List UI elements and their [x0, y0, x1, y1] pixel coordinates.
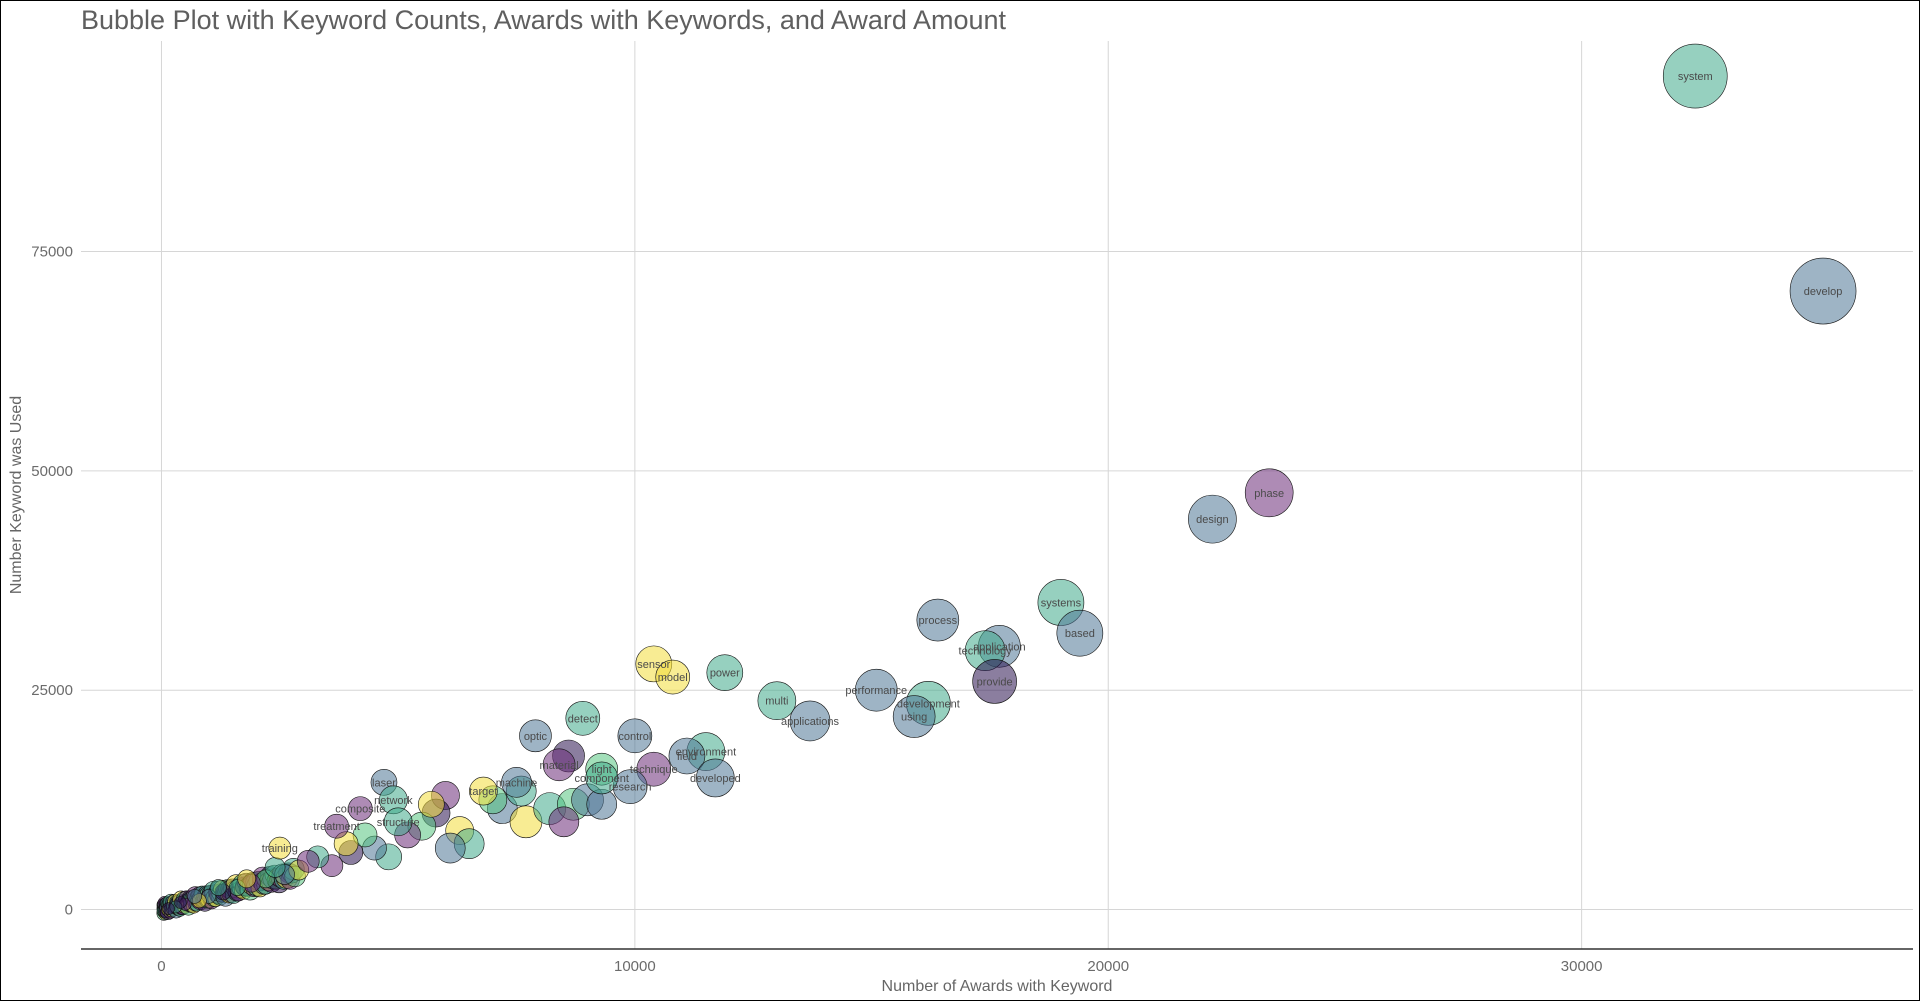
bubble-target	[469, 776, 498, 806]
bubble-label-environment: environment	[676, 747, 737, 759]
bubble-developed	[696, 758, 735, 798]
bubble-label-provide: provide	[977, 676, 1013, 688]
bubble-provide	[972, 659, 1017, 704]
bubble-label-component: component	[575, 773, 629, 785]
bubble	[264, 857, 286, 878]
bubble-label-model: model	[658, 672, 688, 684]
bubble-label-application: application	[973, 641, 1026, 653]
y-axis-title: Number Keyword was Used	[8, 396, 25, 594]
bubble-training	[268, 836, 292, 860]
y-tick-label: 50000	[31, 463, 73, 480]
x-tick-label: 30000	[1561, 958, 1603, 975]
bubble-label-power: power	[710, 668, 740, 680]
bubble-label-target: target	[469, 786, 497, 798]
bubble-phase	[1244, 468, 1294, 518]
bubble-label-research: research	[609, 782, 652, 794]
bubble-label-material: material	[540, 760, 579, 772]
bubble-power	[706, 654, 744, 691]
bubble-label-systems: systems	[1041, 597, 1082, 609]
bubble	[187, 889, 202, 904]
y-tick-label: 25000	[31, 682, 73, 699]
bubble-performance	[854, 668, 898, 712]
bubble-label-training: training	[262, 843, 298, 855]
bubble-develop	[1789, 257, 1857, 325]
bubble	[209, 879, 227, 896]
bubble-layer	[156, 43, 1857, 921]
bubble-based	[1056, 609, 1104, 657]
bubble	[174, 896, 187, 909]
bubble-label-structure: structure	[377, 817, 420, 829]
bubble-optic	[519, 719, 552, 753]
bubble	[237, 869, 256, 889]
bubble-label-using: using	[901, 712, 927, 724]
bubble-composite	[347, 796, 373, 821]
bubble-control	[617, 718, 653, 754]
bubble-label-technique: technique	[630, 764, 678, 776]
bubble-component	[585, 761, 619, 795]
bubble-treatment	[324, 813, 349, 839]
bubble-label-developed: developed	[690, 773, 741, 785]
bubble-label-applications: applications	[781, 716, 840, 728]
bubble-design	[1188, 494, 1237, 544]
bubble-material	[542, 748, 576, 782]
bubble-process	[916, 598, 960, 642]
x-tick-label: 10000	[614, 958, 656, 975]
bubble-label-develop: develop	[1804, 286, 1843, 298]
bubble-label-based: based	[1065, 628, 1095, 640]
bubble-label-process: process	[919, 615, 958, 627]
bubble-label-machine: machine	[496, 777, 538, 789]
bubble-system	[1662, 43, 1728, 109]
x-tick-label: 20000	[1087, 958, 1129, 975]
bubble-label-light: light	[592, 764, 612, 776]
bubble	[548, 806, 580, 838]
bubble-label-field: field	[677, 751, 697, 763]
x-axis-title: Number of Awards with Keyword	[882, 978, 1113, 995]
bubble-label-detect: detect	[568, 713, 598, 725]
bubble-label-optic: optic	[524, 731, 548, 743]
bubble	[418, 790, 445, 818]
bubble-label-performance: performance	[845, 685, 907, 697]
bubble-label-development: development	[897, 698, 960, 710]
bubble-label-layer: system develop phase design systems based proc…	[262, 71, 1843, 855]
bubble-technique	[636, 751, 672, 787]
bubble-multi	[757, 681, 797, 721]
bubble-label-design: design	[1196, 514, 1228, 526]
tick-labels: 0 10000 20000 30000 0 25000 50000 75000	[31, 244, 1602, 975]
bubble-label-network: network	[374, 795, 413, 807]
bubble-label-sensor: sensor	[637, 659, 670, 671]
bubble	[296, 849, 320, 873]
bubble-label-technology: technology	[959, 646, 1013, 658]
y-tick-label: 0	[65, 902, 73, 919]
bubble-label-laser: laser	[372, 777, 396, 789]
bubble-machine	[501, 767, 532, 798]
bubble-detect	[565, 700, 601, 736]
chart-title: Bubble Plot with Keyword Counts, Awards …	[81, 5, 1006, 35]
bubble	[434, 832, 466, 864]
bubble	[162, 902, 175, 915]
x-tick-label: 0	[157, 958, 165, 975]
bubble-label-system: system	[1678, 71, 1713, 83]
bubble-using	[892, 695, 936, 738]
bubble-model	[655, 659, 691, 695]
bubble-field	[668, 737, 706, 775]
bubble-label-multi: multi	[765, 696, 788, 708]
bubble-label-composite: composite	[335, 804, 385, 816]
bubble-applications	[789, 700, 831, 742]
bubble-label-treatment: treatment	[313, 821, 359, 833]
bubble-structure	[383, 807, 413, 837]
bubble-label-control: control	[618, 731, 651, 743]
y-tick-label: 75000	[31, 244, 73, 261]
bubble-label-phase: phase	[1254, 488, 1284, 500]
